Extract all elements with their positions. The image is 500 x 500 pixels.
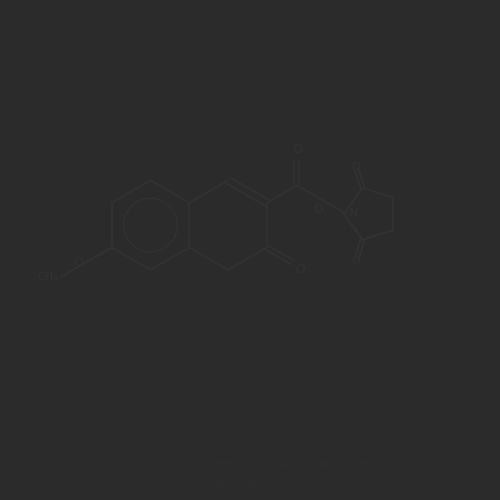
Text: CAS: 150321-92-9: CAS: 150321-92-9 — [206, 478, 294, 488]
Text: O: O — [74, 256, 84, 269]
Text: N: N — [349, 208, 358, 220]
Text: O: O — [352, 162, 360, 172]
Text: O: O — [292, 142, 302, 156]
Text: O: O — [352, 256, 360, 266]
Text: N-Succinimidyl 7-Methoxycoumarin-3-carboxylate: N-Succinimidyl 7-Methoxycoumarin-3-carbo… — [128, 459, 372, 469]
Text: O: O — [295, 264, 305, 276]
Text: CH₃: CH₃ — [37, 272, 58, 282]
Text: O: O — [314, 203, 324, 216]
